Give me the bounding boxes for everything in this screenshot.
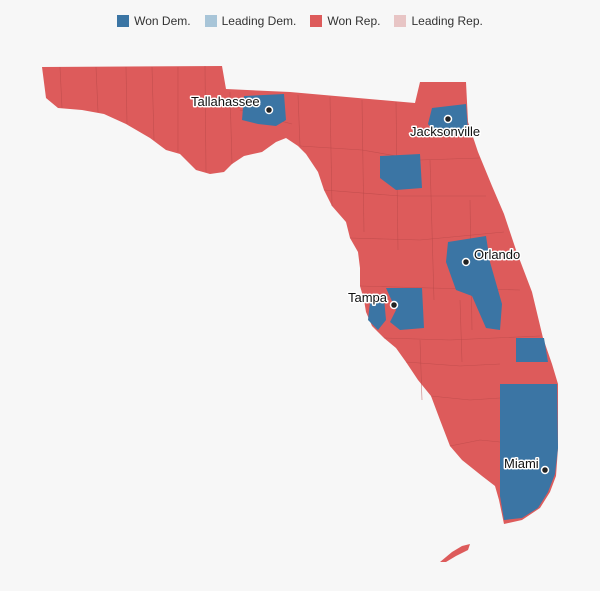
- region-pinellas: [368, 298, 386, 330]
- legend-swatch-won-rep: [310, 15, 323, 27]
- city-dot-tallahassee: [264, 105, 274, 115]
- region-alachua: [380, 154, 422, 190]
- city-label-tallahassee: Tallahassee: [191, 94, 260, 109]
- city-dot-tampa: [389, 300, 399, 310]
- legend-label-won-dem: Won Dem.: [134, 14, 191, 28]
- legend-swatch-leading-dem: [204, 15, 217, 27]
- legend-swatch-leading-rep: [394, 15, 407, 27]
- city-tampa: Tampa: [347, 289, 399, 310]
- legend-label-won-rep: Won Rep.: [327, 14, 381, 28]
- city-label-jacksonville: Jacksonville: [410, 124, 480, 139]
- legend-item-leading-rep: Leading Rep.: [394, 14, 483, 28]
- legend-item-leading-dem: Leading Dem.: [204, 14, 297, 28]
- region-palm-beach-broward-miami-dade: [500, 384, 558, 520]
- city-dot-jacksonville: [443, 114, 453, 124]
- map-legend: Won Dem. Leading Dem. Won Rep. Leading R…: [0, 14, 600, 28]
- city-label-orlando: Orlando: [474, 247, 520, 262]
- city-orlando: Orlando: [461, 246, 522, 267]
- region-florida-keys: [440, 544, 470, 562]
- city-label-tampa: Tampa: [348, 290, 388, 305]
- region-state-outline: [42, 66, 558, 524]
- city-tallahassee: Tallahassee: [190, 93, 274, 115]
- region-orange-osceola: [446, 236, 502, 330]
- region-leon: [242, 94, 286, 126]
- region-hillsborough: [386, 288, 424, 330]
- region-st-lucie: [516, 338, 548, 362]
- city-miami: Miami: [503, 455, 550, 475]
- legend-label-leading-rep: Leading Rep.: [411, 14, 483, 28]
- legend-item-won-rep: Won Rep.: [310, 14, 380, 28]
- city-dot-miami: [540, 465, 550, 475]
- city-dot-orlando: [461, 257, 471, 267]
- city-label-miami: Miami: [504, 456, 539, 471]
- legend-label-leading-dem: Leading Dem.: [221, 14, 297, 28]
- city-jacksonville: Jacksonville: [409, 114, 482, 141]
- legend-item-won-dem: Won Dem.: [117, 14, 191, 28]
- legend-swatch-won-dem: [117, 15, 130, 27]
